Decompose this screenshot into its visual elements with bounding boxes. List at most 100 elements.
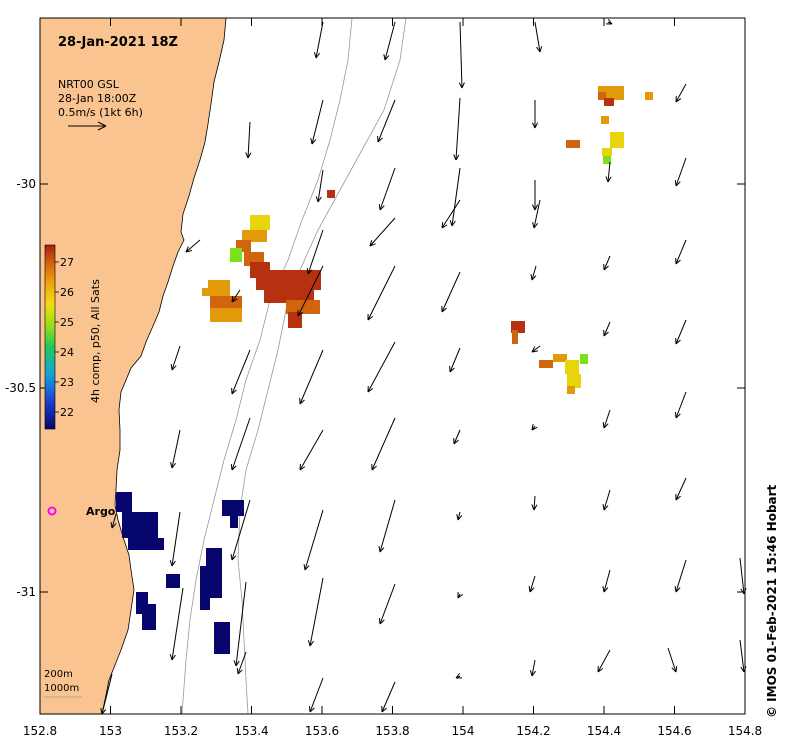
current-arrow-head <box>533 504 538 511</box>
current-arrow-head <box>236 667 239 675</box>
x-tick-label: 153.4 <box>234 724 268 738</box>
colorbar-tick-label: 24 <box>60 346 74 359</box>
depth-label-200m: 200m <box>44 669 73 680</box>
sst-pixel <box>580 354 588 364</box>
current-arrow-head <box>384 55 390 61</box>
x-tick-label: 154.4 <box>587 724 621 738</box>
current-arrow <box>675 391 687 419</box>
sst-pixel <box>539 360 553 368</box>
sst-pixel <box>327 190 335 198</box>
current-arrow <box>603 255 611 271</box>
current-arrow-head <box>378 203 381 211</box>
current-arrow <box>235 581 247 667</box>
current-arrow-head <box>230 463 233 471</box>
sst-pixel <box>610 132 624 148</box>
current-arrow-head <box>675 181 681 187</box>
current-arrow-head <box>441 307 447 313</box>
sst-pixel <box>250 215 270 230</box>
current-arrow-head <box>453 439 459 445</box>
sst-pixel <box>210 308 242 322</box>
x-tick-label: 154.2 <box>516 724 550 738</box>
current-arrow-head <box>245 152 249 159</box>
current-arrow <box>231 289 241 303</box>
current-arrow <box>101 673 113 715</box>
current-arrow-head <box>674 585 677 593</box>
y-tick-label: -30 <box>16 177 36 191</box>
current-arrow <box>379 499 396 553</box>
sst-pixel <box>598 92 606 100</box>
current-arrow-head <box>534 204 539 211</box>
sst-pixel <box>567 374 581 388</box>
current-arrow-head <box>675 98 682 103</box>
current-arrow-head <box>531 424 534 431</box>
current-arrow-head <box>602 503 605 511</box>
sst-pixel <box>142 604 156 630</box>
current-arrow-head <box>529 587 535 593</box>
current-arrow-head <box>171 654 176 661</box>
isobath-1000m <box>237 17 407 715</box>
current-arrow-head <box>307 640 311 647</box>
current-arrow-head <box>377 137 383 143</box>
sst-pixel <box>208 280 230 296</box>
current-arrow-head <box>531 670 536 677</box>
current-arrow-head <box>304 565 310 571</box>
colorbar-label: 4h comp, p50, All Sats <box>89 279 102 403</box>
current-arrow-head <box>313 52 317 59</box>
x-tick-label: 153.8 <box>375 724 409 738</box>
current-arrow <box>529 575 536 593</box>
sst-pixel <box>565 360 579 374</box>
current-arrow <box>675 559 687 593</box>
current-arrow-head <box>602 586 605 593</box>
current-arrow <box>531 265 537 281</box>
x-axis: 152.8 153 153.2 153.4 153.6 153.8 154 154.2 154.… <box>23 18 762 738</box>
x-tick-label: 153.6 <box>305 724 339 738</box>
current-arrow <box>311 99 324 145</box>
current-arrow-head <box>603 331 609 337</box>
sst-pixel <box>602 148 612 156</box>
sst-pixel <box>601 116 609 124</box>
current-arrow-head <box>607 176 612 183</box>
current-arrow-head <box>231 389 237 395</box>
current-arrow-head <box>383 54 386 61</box>
current-arrow <box>171 511 181 567</box>
current-arrow-head <box>171 462 177 469</box>
current-arrow <box>675 157 687 187</box>
current-arrow-head <box>378 546 381 553</box>
current-arrow-head <box>169 654 173 661</box>
current-arrow-head <box>461 82 465 89</box>
current-arrow-head <box>455 672 461 679</box>
sst-pixel <box>645 92 653 100</box>
isobath-200m <box>181 17 353 715</box>
current-arrow <box>171 587 184 661</box>
current-arrow <box>607 161 611 183</box>
sst-pixel <box>128 538 164 550</box>
argo-label: Argo <box>86 505 116 518</box>
sst-pixel <box>567 386 575 394</box>
sst-pixel <box>242 230 267 242</box>
current-arrow-head <box>675 339 681 345</box>
current-arrow <box>111 513 117 529</box>
current-arrow-head <box>297 311 304 317</box>
current-arrow-head <box>532 222 535 229</box>
sst-pixel <box>603 156 611 164</box>
current-arrow-head <box>185 246 189 253</box>
current-arrow-head <box>451 220 456 227</box>
current-arrow-head <box>603 587 609 593</box>
current-arrow <box>533 495 536 511</box>
colorbar-tick-label: 27 <box>60 256 74 269</box>
current-arrow-head <box>453 154 457 161</box>
sst-pixel <box>210 296 242 310</box>
current-arrow <box>171 429 181 469</box>
current-arrow-head <box>315 196 319 203</box>
current-arrow-head <box>675 587 681 593</box>
current-arrow <box>603 321 611 337</box>
current-arrow <box>231 349 251 395</box>
current-arrow-head <box>603 505 609 511</box>
sst-pixel <box>166 574 180 588</box>
current-arrow-head <box>379 547 385 553</box>
current-arrow <box>309 677 324 713</box>
current-arrow <box>304 509 324 571</box>
sst-pixel <box>222 500 244 516</box>
current-arrow-head <box>306 267 309 275</box>
current-arrow-head <box>531 346 536 353</box>
